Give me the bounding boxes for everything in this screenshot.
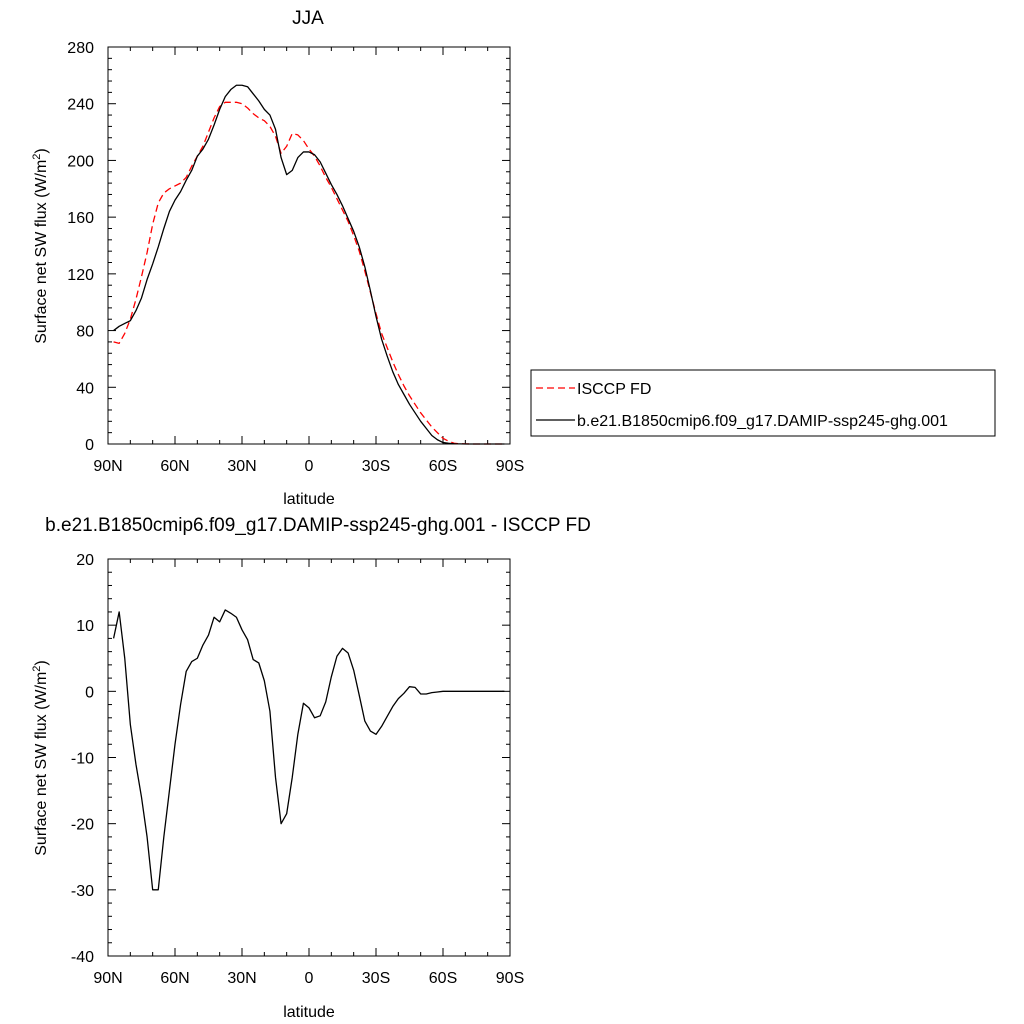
top-y-tick-label: 160	[67, 210, 94, 227]
bottom-y-tick-label: 10	[76, 618, 94, 635]
legend-label-model: b.e21.B1850cmip6.f09_g17.DAMIP-ssp245-gh…	[577, 413, 948, 430]
top-series-lines	[113, 84, 505, 445]
bottom-x-tick-label: 90S	[496, 970, 524, 987]
bottom-y-axis-label-main: Surface net SW flux (W/m	[33, 672, 50, 856]
top-minor-ticks	[108, 47, 510, 444]
top-x-tick-label: 0	[305, 458, 314, 475]
top-y-tick-label: 200	[67, 153, 94, 170]
bottom-series-line-0	[112, 609, 505, 891]
top-x-tick-label: 90S	[496, 458, 524, 475]
top-x-tick-label: 30S	[362, 458, 390, 475]
bottom-x-tick-label: 30S	[362, 970, 390, 987]
bottom-minor-ticks	[108, 559, 510, 956]
top-y-tick-label: 120	[67, 267, 94, 284]
top-y-tick-label: 0	[85, 437, 94, 454]
bottom-y-tick-label: -10	[71, 751, 94, 768]
bottom-y-tick-label: -40	[71, 949, 94, 966]
bottom-y-axis-label-sup: 2	[31, 666, 43, 672]
top-y-tick-label: 240	[67, 97, 94, 114]
bottom-panel: b.e21.B1850cmip6.f09_g17.DAMIP-ssp245-gh…	[31, 515, 591, 1021]
bottom-plot-frame	[107, 558, 511, 957]
bottom-y-tick-label: 0	[85, 684, 94, 701]
top-x-tick-labels: 90N 60N 30N 0 30S 60S 90S	[93, 458, 524, 475]
legend-box	[530, 369, 996, 437]
bottom-x-tick-label: 60N	[160, 970, 189, 987]
top-y-axis-label-close: )	[33, 148, 50, 153]
top-series-line-0	[113, 101, 505, 445]
bottom-y-axis-label: Surface net SW flux (W/m2)	[31, 660, 50, 856]
top-y-tick-label: 280	[67, 40, 94, 57]
top-y-tick-label: 80	[76, 324, 94, 341]
bottom-y-tick-labels: -40 -30 -20 -10 0 10 20	[71, 552, 94, 966]
bottom-x-axis-label: latitude	[283, 1004, 335, 1021]
top-y-axis-label-main: Surface net SW flux (W/m	[33, 160, 50, 344]
bottom-x-tick-labels: 90N 60N 30N 0 30S 60S 90S	[93, 970, 524, 987]
bottom-y-tick-label: -30	[71, 883, 94, 900]
bottom-y-tick-label: -20	[71, 817, 94, 834]
top-panel: JJA 90N 60N 30N 0 30S 60S 90S 0 40 80 120 160 200 24…	[31, 8, 524, 508]
top-x-axis-label: latitude	[283, 491, 335, 508]
bottom-panel-title: b.e21.B1850cmip6.f09_g17.DAMIP-ssp245-gh…	[45, 515, 591, 536]
bottom-x-tick-label: 60S	[429, 970, 457, 987]
top-x-tick-label: 60N	[160, 458, 189, 475]
bottom-x-tick-label: 90N	[93, 970, 122, 987]
bottom-y-axis-label-close: )	[33, 660, 50, 665]
legend-label-isccp: ISCCP FD	[577, 381, 651, 398]
bottom-series-lines	[112, 609, 505, 891]
top-y-tick-labels: 0 40 80 120 160 200 240 280	[67, 40, 94, 454]
top-y-axis-label: Surface net SW flux (W/m2)	[31, 148, 50, 344]
bottom-y-tick-label: 20	[76, 552, 94, 569]
top-plot-frame	[107, 46, 511, 445]
bottom-x-tick-label: 30N	[227, 970, 256, 987]
top-x-tick-label: 60S	[429, 458, 457, 475]
bottom-x-tick-label: 0	[305, 970, 314, 987]
top-y-axis-label-sup: 2	[31, 154, 43, 160]
legend: ISCCP FD b.e21.B1850cmip6.f09_g17.DAMIP-…	[530, 369, 996, 437]
top-x-tick-label: 90N	[93, 458, 122, 475]
top-series-line-1	[113, 84, 505, 445]
bottom-major-ticks	[107, 558, 511, 957]
top-panel-title: JJA	[292, 8, 324, 29]
top-y-tick-label: 40	[76, 380, 94, 397]
top-major-ticks	[107, 46, 511, 445]
top-x-tick-label: 30N	[227, 458, 256, 475]
